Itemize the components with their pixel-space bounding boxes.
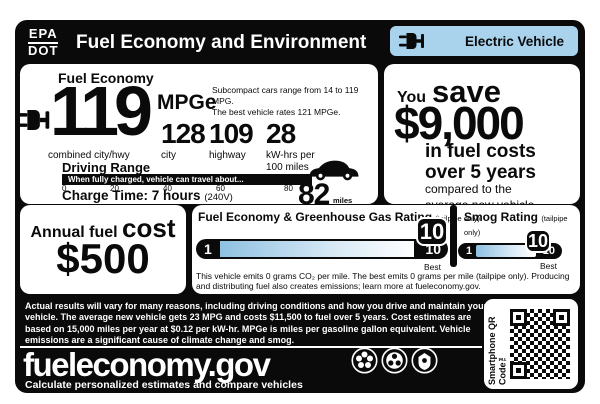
ratings-divider [450, 205, 457, 267]
label-title: Fuel Economy and Environment [76, 32, 367, 53]
ghg-rating-bar: 1 10 [196, 239, 448, 259]
class-range-note-line1: Subcompact cars range from 14 to 119 MPG… [212, 85, 359, 107]
smog-score-badge: 10 [525, 229, 551, 253]
dot-logo-text: DOT [28, 42, 59, 58]
qr-code [509, 309, 570, 379]
vehicle-type-banner: Electric Vehicle [390, 26, 578, 56]
annual-fuel-cost-panel: Annual fuel cost $500 [20, 205, 186, 294]
annual-fuel-cost-heading: Annual fuel cost [30, 213, 176, 243]
mpge-value: 119 [50, 72, 153, 150]
plug-icon [18, 110, 50, 130]
smog-rating-title: Smog Rating (tailpipe only) [464, 210, 568, 237]
ghg-scale-min: 1 [204, 241, 212, 257]
fuel-economy-heading: Fuel Economy [58, 70, 154, 86]
smog-best-label: Best [540, 261, 558, 271]
smog-scale-min: 1 [466, 245, 473, 257]
fine-print: Actual results will vary for many reason… [25, 301, 488, 345]
highway-stat: 109 highway [209, 118, 254, 162]
range-tick: 40 [163, 184, 172, 193]
charge-time: Charge Time: 7 hours (240V) [62, 188, 233, 203]
qr-finder-icon [552, 309, 570, 326]
kwh-stat: 28 kW-hrs per 100 miles [266, 120, 315, 173]
ghg-score-badge: 10 [416, 217, 448, 246]
range-tick: 60 [216, 184, 225, 193]
doe-seal-icon [411, 347, 438, 374]
range-tick: 80 [284, 184, 293, 193]
city-value: 128 [161, 118, 206, 149]
dot-seal-icon [381, 347, 408, 374]
epa-dot-logo: EPA DOT [28, 27, 59, 58]
range-value: 82 [298, 178, 330, 211]
range-tick: 0 [62, 184, 67, 193]
fuel-economy-panel: Fuel Economy 119 MPGe Subcompact cars ra… [18, 64, 378, 210]
epa-seal-icon [351, 347, 378, 374]
savings-detail: in fuel costs over 5 years [425, 141, 536, 183]
city-label: city [161, 150, 176, 161]
highway-label: highway [209, 150, 246, 161]
qr-code-label: Smartphone QR Code™ [487, 316, 508, 385]
ghg-rating-title: Fuel Economy & Greenhouse Gas Rating (ta… [198, 210, 480, 224]
kwh-label: kW-hrs per 100 miles [266, 150, 315, 173]
footer-divider [20, 346, 482, 348]
savings-amount: $9,000 [394, 97, 525, 149]
class-range-note: Subcompact cars range from 14 to 119 MPG… [212, 85, 378, 118]
ghg-rating-qualifier: (tailpipe only) [435, 214, 480, 223]
vehicle-type-text: Electric Vehicle [465, 33, 565, 49]
epa-logo-text: EPA [28, 27, 59, 44]
highway-value: 109 [209, 118, 254, 149]
you-save-heading: You save [397, 74, 501, 109]
class-range-note-line2: The best vehicle rates 121 MPGe. [212, 107, 341, 118]
mpge-unit: MPGe [157, 91, 217, 114]
driving-range-bar: When fully charged, vehicle can travel a… [62, 174, 312, 185]
plug-icon [399, 33, 424, 49]
smog-rating-gradient [476, 245, 536, 257]
combined-label: combined city/hwy [48, 150, 130, 161]
charge-voltage: (240V) [204, 192, 233, 203]
qr-finder-icon [509, 362, 527, 379]
ratings-panel: Fuel Economy & Greenhouse Gas Rating (ta… [192, 205, 580, 294]
savings-panel: You save $9,000 in fuel costs over 5 yea… [384, 64, 580, 212]
qr-finder-icon [509, 309, 527, 326]
qr-code-panel: Smartphone QR Code™ [484, 299, 578, 389]
driving-range-heading: Driving Range [62, 160, 151, 175]
emissions-note: This vehicle emits 0 grams CO₂ per mile.… [196, 271, 570, 292]
ghg-best-label: Best [424, 262, 442, 272]
range-unit: miles [333, 196, 353, 205]
kwh-value: 28 [266, 118, 296, 149]
fuel-economy-label: EPA DOT Fuel Economy and Environment Ele… [15, 20, 585, 393]
website-url: fueleconomy.gov [23, 346, 271, 383]
website-tagline: Calculate personalized estimates and com… [25, 379, 303, 391]
city-stat: 128 city [161, 118, 206, 162]
smog-rating-qualifier: (tailpipe only) [464, 214, 568, 237]
annual-fuel-cost-amount: $500 [56, 235, 150, 282]
ghg-rating-gradient [220, 241, 414, 257]
car-icon [309, 160, 359, 181]
range-tick: 20 [110, 184, 119, 193]
agency-seals [351, 347, 438, 374]
